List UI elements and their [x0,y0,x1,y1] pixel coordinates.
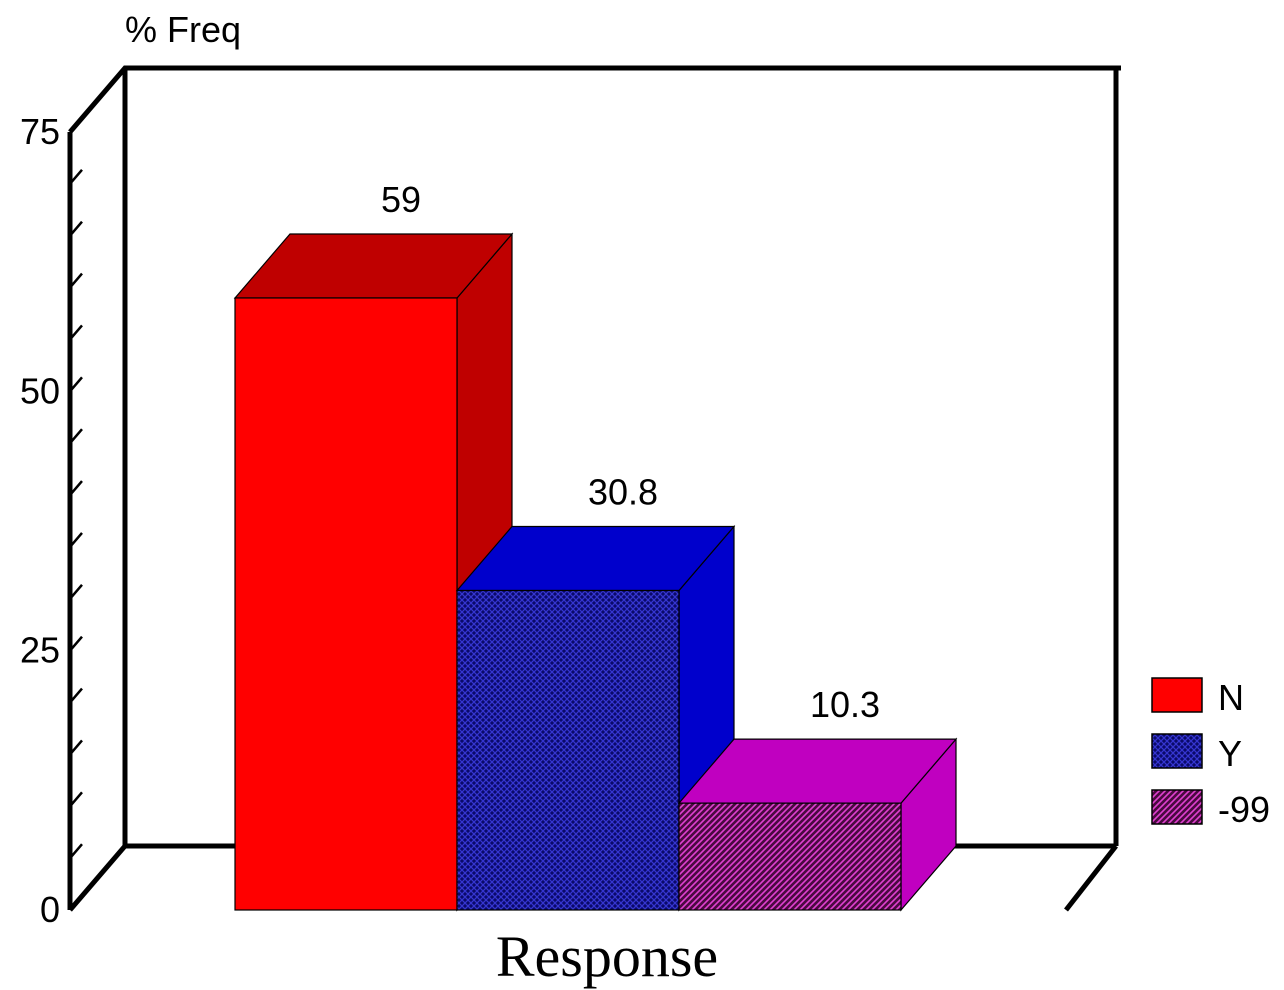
y-axis-minor-tick [69,220,83,237]
y-axis-minor-tick [69,843,83,859]
y-axis-minor-tick [69,739,83,756]
y-axis-minor-tick [69,583,83,600]
y-axis-minor-tick [69,791,83,808]
y-axis-minor-tick [69,272,83,289]
y-axis-minor-tick [69,687,83,704]
bar-front-face [678,802,902,911]
legend-swatch [1151,733,1203,769]
y-tick-label: 50 [20,370,60,411]
legend-label: Y [1218,733,1242,774]
y-axis-minor-tick [69,169,83,185]
y-axis-minor-tick [69,428,83,445]
y-axis-minor-tick [69,480,83,496]
floor-left-edge [68,844,127,912]
bar-neg99: 10.3 [677,684,958,912]
y-tick-label: 0 [40,889,60,930]
legend: NY -99 [1151,677,1270,830]
legend-label: N [1218,677,1244,718]
bar-front-face [456,589,680,911]
y-tick-label: 75 [20,111,60,152]
y-axis: 0 25 50 75 [20,111,83,930]
y-axis-minor-tick [69,324,83,341]
bar-data-label: 10.3 [810,684,880,725]
y-tick-label: 25 [20,630,60,671]
y-axis-title: % Freq [125,9,241,50]
y-axis-minor-tick [69,376,83,393]
y-axis-minor-tick [69,532,83,548]
legend-swatch [1151,789,1203,825]
legend-swatch [1151,677,1203,713]
bars-group: 59 30.8 10.3 [233,179,958,912]
floor-right-edge [1064,844,1118,912]
bar-data-label: 59 [381,179,421,220]
bar-N: 59 [233,179,514,912]
bar-front-face [234,297,458,911]
bar-data-label: 30.8 [588,472,658,513]
legend-label: -99 [1218,789,1270,830]
y-axis-minor-tick [69,635,83,652]
x-axis-title: Response [496,924,718,989]
back-wall-top-edge [68,65,1121,134]
